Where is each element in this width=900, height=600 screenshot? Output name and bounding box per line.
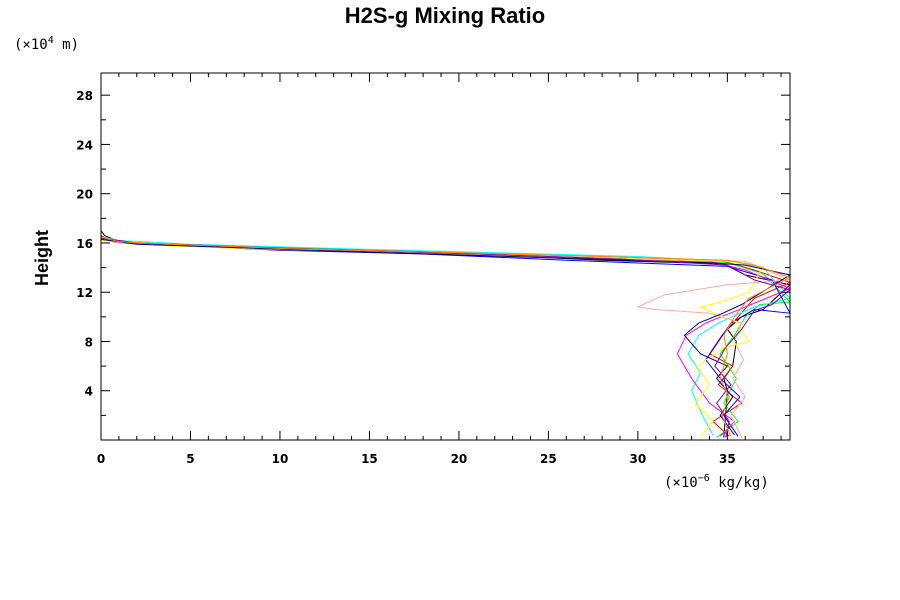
x-tick-label: 25 — [540, 452, 557, 466]
y-tick-label: 20 — [76, 188, 93, 202]
plot-frame — [100, 72, 791, 441]
x-unit-label: (×10−6 kg/kg) — [664, 473, 769, 491]
series-layer — [100, 73, 792, 438]
y-tick-label: 28 — [76, 89, 93, 103]
x-unit-suffix: kg/kg) — [710, 475, 769, 491]
x-tick-label: 10 — [272, 452, 289, 466]
x-tick-label: 0 — [97, 452, 105, 466]
y-unit-suffix: m) — [54, 37, 79, 53]
y-unit-prefix: (×10 — [14, 37, 48, 53]
y-tick-label: 12 — [76, 286, 93, 300]
series-line-2 — [100, 235, 792, 437]
series-line-11 — [100, 236, 792, 437]
x-tick-label: 15 — [361, 452, 378, 466]
series-line-7 — [100, 240, 764, 437]
series-line-9 — [100, 238, 792, 436]
x-unit-prefix: (×10 — [664, 475, 698, 491]
series-line-5 — [100, 236, 791, 436]
y-unit-exponent: 4 — [48, 35, 54, 46]
x-tick-label: 5 — [186, 452, 194, 466]
y-tick-label: 16 — [76, 237, 93, 251]
x-tick-label: 20 — [451, 452, 468, 466]
y-tick-label: 8 — [85, 335, 93, 349]
y-axis-label: Height — [32, 230, 52, 286]
x-tick-label: 35 — [719, 452, 736, 466]
chart-title: H2S-g Mixing Ratio — [345, 3, 545, 28]
y-tick-label: 24 — [76, 138, 93, 152]
x-tick-label: 30 — [630, 452, 647, 466]
x-unit-exponent: −6 — [698, 473, 710, 484]
ticks-layer: 0 5 10 15 20 25 30 35 4 8 12 16 20 24 28 — [76, 73, 790, 466]
y-tick-label: 4 — [85, 385, 93, 399]
y-unit-label: (×104 m) — [14, 35, 79, 53]
